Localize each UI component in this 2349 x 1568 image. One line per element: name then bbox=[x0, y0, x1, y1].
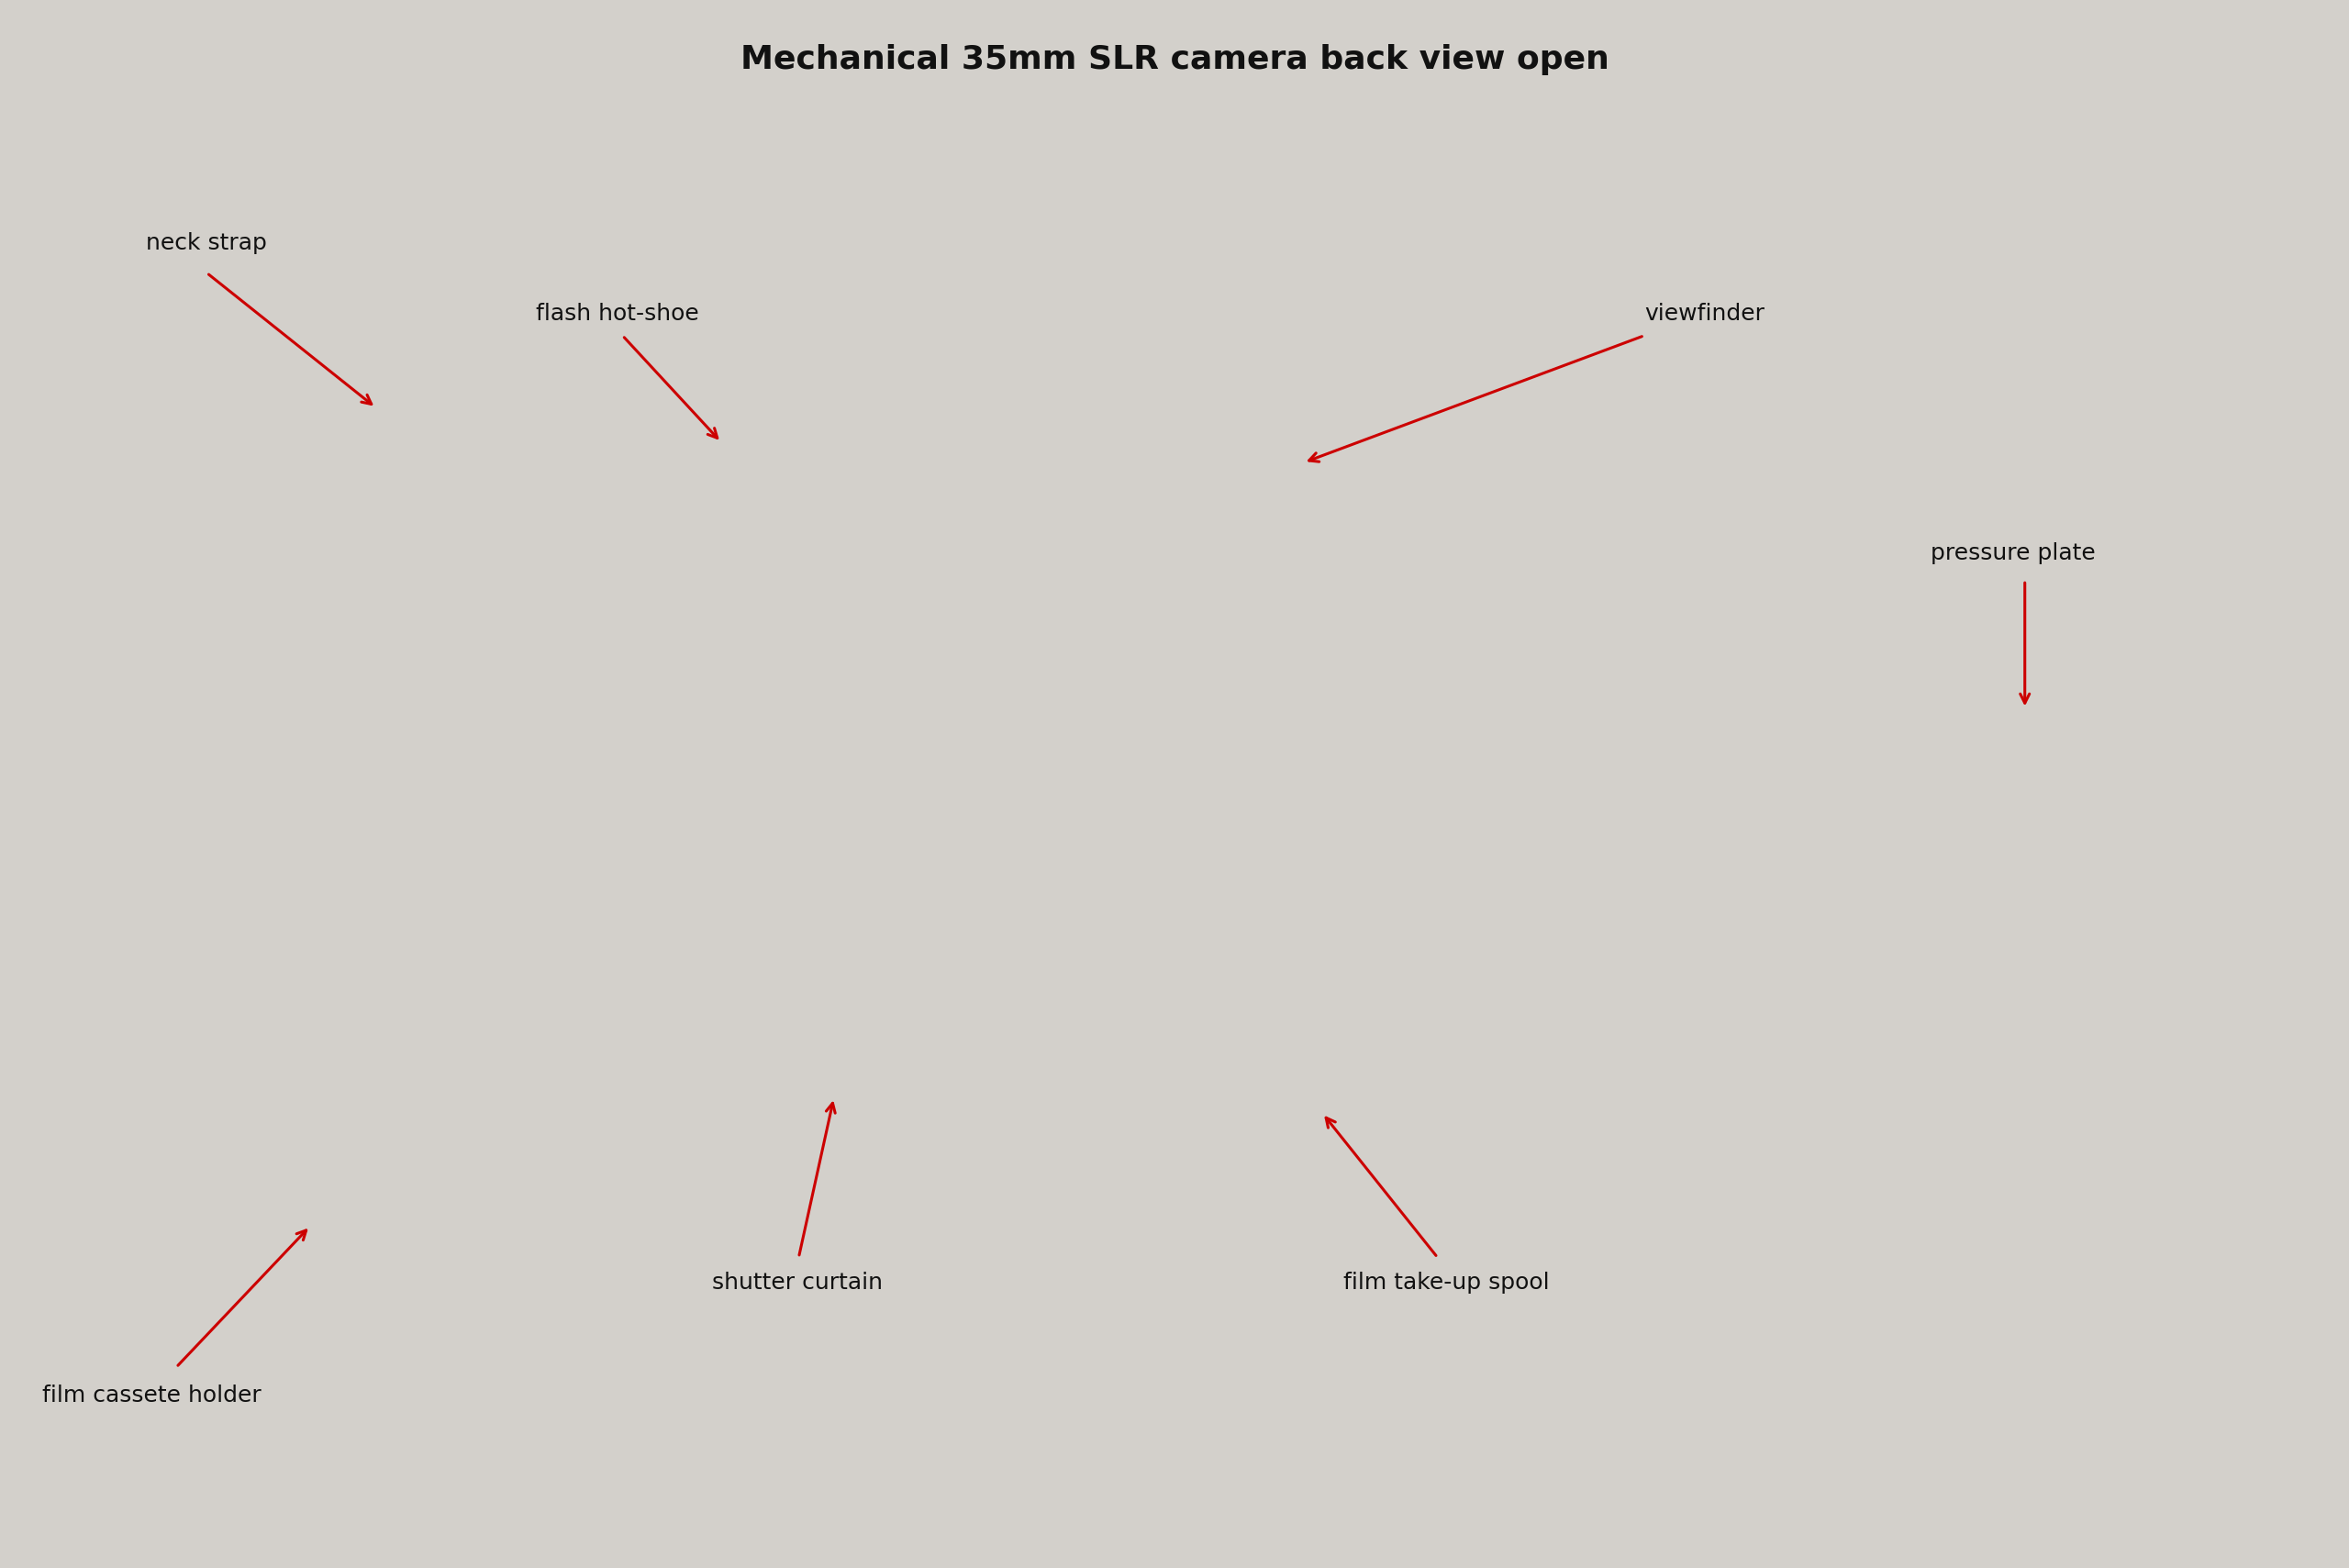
Text: viewfinder: viewfinder bbox=[1644, 303, 1764, 325]
Text: film take-up spool: film take-up spool bbox=[1344, 1272, 1550, 1294]
Text: neck strap: neck strap bbox=[146, 232, 268, 254]
Text: shutter curtain: shutter curtain bbox=[712, 1272, 883, 1294]
Text: pressure plate: pressure plate bbox=[1931, 543, 2095, 564]
Text: flash hot-shoe: flash hot-shoe bbox=[536, 303, 698, 325]
Text: Mechanical 35mm SLR camera back view open: Mechanical 35mm SLR camera back view ope… bbox=[740, 44, 1609, 75]
Text: film cassete holder: film cassete holder bbox=[42, 1385, 261, 1406]
